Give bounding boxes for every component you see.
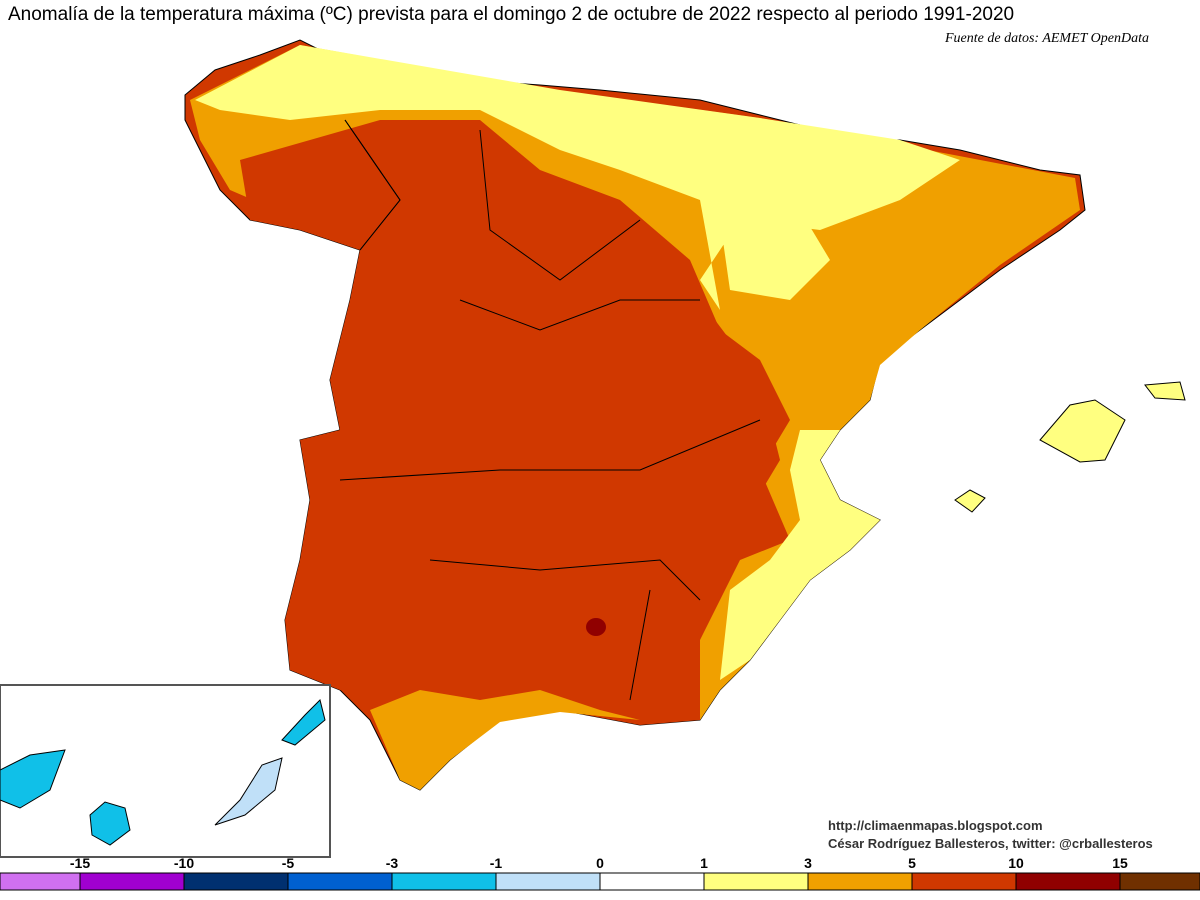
border bbox=[344, 119, 401, 251]
legend-swatch bbox=[391, 872, 497, 891]
legend-swatch bbox=[1119, 872, 1200, 891]
legend-swatch bbox=[911, 872, 1017, 891]
lanzarote bbox=[281, 699, 326, 746]
border bbox=[459, 299, 700, 331]
legend-swatch bbox=[0, 872, 81, 891]
border bbox=[479, 129, 641, 281]
legend-tick-label: -3 bbox=[386, 855, 399, 871]
legend-tick-label: -5 bbox=[282, 855, 295, 871]
yellow-ebro bbox=[720, 210, 830, 300]
tenerife bbox=[0, 749, 66, 809]
legend: -15 -10 -5 -3 -1 0 1 3 5 10 15 bbox=[0, 855, 1200, 891]
legend-swatch bbox=[807, 872, 913, 891]
credit-url: http://climaenmapas.blogspot.com bbox=[828, 818, 1043, 833]
red-interior bbox=[240, 120, 790, 730]
legend-tick-label: 0 bbox=[596, 855, 604, 871]
legend-tick-label: 10 bbox=[1008, 855, 1024, 871]
canary-inset bbox=[0, 684, 331, 858]
legend-tick-label: 3 bbox=[804, 855, 812, 871]
legend-swatch bbox=[287, 872, 393, 891]
yellow-north bbox=[195, 45, 960, 310]
fuerteventura bbox=[214, 757, 283, 826]
orange-south bbox=[370, 690, 640, 790]
legend-tick-label: -1 bbox=[490, 855, 503, 871]
legend-swatch bbox=[79, 872, 185, 891]
border bbox=[629, 589, 651, 701]
legend-tick-label: 1 bbox=[700, 855, 708, 871]
border bbox=[339, 419, 761, 481]
credit-author: César Rodríguez Ballesteros, twitter: @c… bbox=[828, 836, 1153, 851]
ibiza bbox=[954, 489, 986, 513]
hot-spot bbox=[586, 618, 606, 636]
title: Anomalía de la temperatura máxima (ºC) p… bbox=[8, 4, 1014, 25]
source: Fuente de datos: AEMET OpenData bbox=[944, 31, 1149, 46]
legend-swatch bbox=[599, 872, 705, 891]
legend-tick-label: -10 bbox=[174, 855, 194, 871]
balearic-islands bbox=[954, 381, 1186, 513]
legend-swatch bbox=[183, 872, 289, 891]
legend-tick-label: 15 bbox=[1112, 855, 1128, 871]
border bbox=[429, 559, 701, 601]
legend-tick-label: 5 bbox=[908, 855, 916, 871]
legend-swatch bbox=[495, 872, 601, 891]
legend-swatch bbox=[1015, 872, 1121, 891]
peninsula bbox=[184, 39, 1086, 791]
menorca bbox=[1144, 381, 1186, 401]
gran-canaria bbox=[89, 801, 131, 846]
legend-swatch bbox=[703, 872, 809, 891]
yellow-east bbox=[720, 430, 880, 680]
legend-tick-label: -15 bbox=[70, 855, 90, 871]
mallorca bbox=[1039, 399, 1126, 463]
